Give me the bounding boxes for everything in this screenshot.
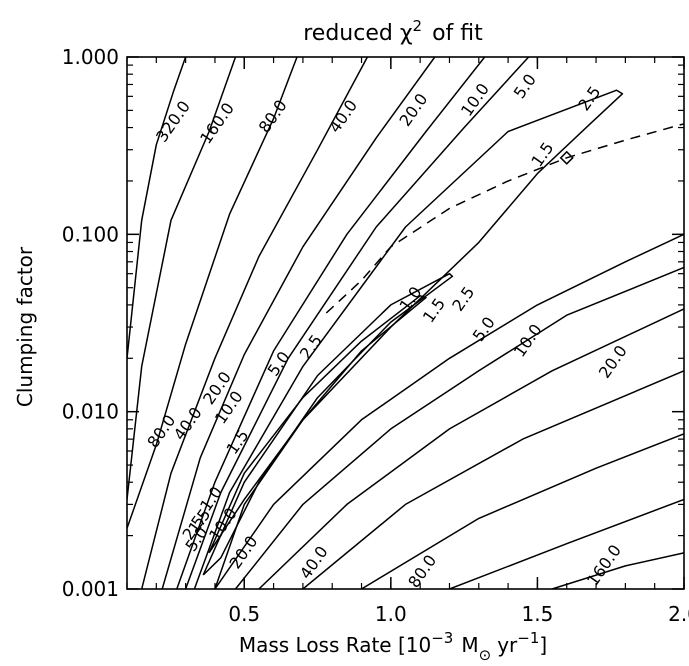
plot-area [126, 56, 685, 590]
x-axis-title: Mass Loss Rate [10−3 M⊙ yr−1] [239, 629, 547, 664]
contour-line [208, 295, 427, 554]
contour-label: 2.5 [296, 331, 326, 363]
contour-line [234, 266, 684, 589]
contour-line [127, 57, 298, 529]
contour-line [176, 57, 486, 589]
contour-label: 5.0 [264, 348, 294, 380]
x-axis-title-sup2: −1 [517, 629, 539, 647]
contour-label: 2.5 [448, 283, 478, 315]
chart-title-tail: of fit [432, 21, 483, 46]
x-axis-title-post: ] [539, 633, 547, 657]
contour-label: 1.0 [395, 283, 425, 315]
contour-label: 20.0 [395, 90, 431, 130]
contour-label: 80.0 [404, 551, 440, 591]
contour-label: 40.0 [170, 404, 206, 444]
contour-label: 10.0 [510, 320, 546, 360]
contour-label: 320.0 [152, 97, 194, 145]
x-tick-label: 1.5 [522, 602, 554, 626]
dashed-curve [325, 123, 684, 314]
contour-label: 1.5 [222, 426, 252, 458]
contour-label: 1.5 [527, 139, 557, 171]
chart-title-base: reduced χ [303, 21, 413, 46]
x-axis-title-mid: M [461, 633, 478, 657]
contour-label: 80.0 [255, 96, 291, 136]
plot-frame [126, 56, 685, 590]
best-fit-marker [559, 150, 574, 165]
x-axis-title-sub: ⊙ [479, 646, 492, 664]
axis-ticks: 0.5 1.0 1.5 2.0 0.001 0.010 0.100 1.000 [62, 45, 689, 626]
contour-line [302, 370, 684, 589]
contour-label: 40.0 [325, 96, 361, 136]
chart-title-sup: 2 [413, 17, 423, 35]
contour-line [193, 89, 624, 589]
contour-line [127, 57, 187, 359]
y-axis-title: Clumping factor [13, 246, 37, 407]
contour-line [214, 233, 684, 589]
x-tick-label: 2.0 [668, 602, 689, 626]
contour-label: 5.0 [469, 313, 499, 345]
contour-line [161, 57, 436, 589]
x-axis-title-pre: Mass Loss Rate [10 [239, 633, 431, 657]
contour-lines [127, 57, 684, 589]
contour-line [361, 433, 684, 589]
contour-line [127, 57, 237, 500]
contour-label: 160.0 [196, 99, 238, 147]
y-tick-label: 0.100 [62, 222, 119, 246]
contour-line [449, 498, 684, 589]
contour-line [140, 57, 369, 589]
contour-label: 160.0 [583, 541, 625, 589]
x-tick-label: 0.5 [228, 602, 260, 626]
contour-line [258, 308, 684, 589]
contour-label: 2.5 [574, 83, 604, 115]
y-tick-label: 0.001 [62, 577, 119, 601]
contour-line [551, 552, 684, 589]
y-tick-label: 0.010 [62, 400, 119, 424]
contour-line [184, 57, 530, 589]
y-tick-label: 1.000 [62, 45, 119, 69]
chart-title: reduced χ2 of fit [303, 17, 483, 46]
x-tick-label: 1.0 [375, 602, 407, 626]
contour-label: 5.0 [510, 70, 540, 102]
x-axis-title-sup1: −3 [431, 629, 453, 647]
x-axis-title-unit: yr [497, 633, 518, 657]
